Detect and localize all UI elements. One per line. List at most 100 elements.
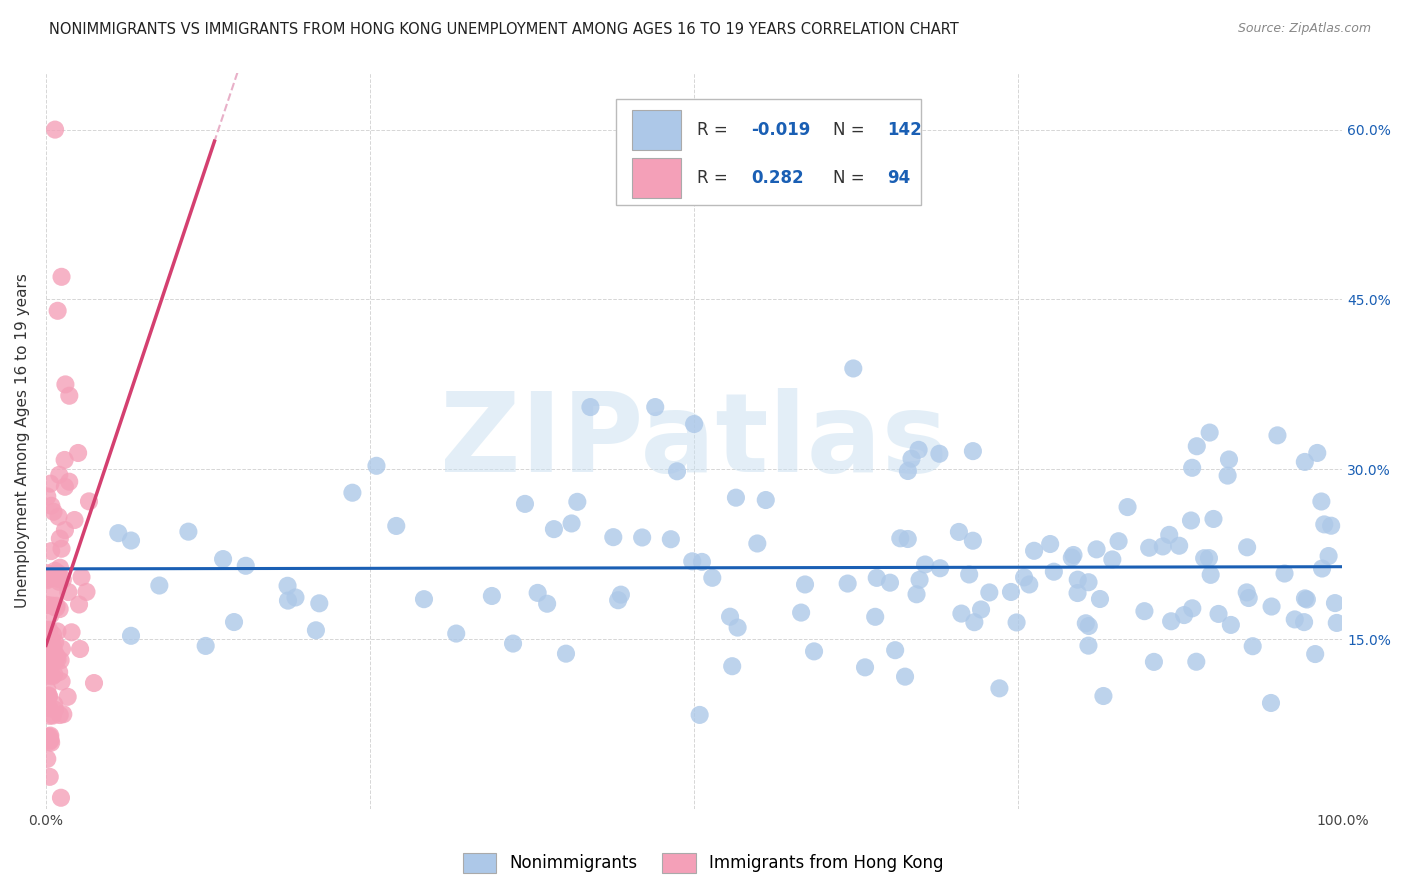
Point [1181, 460, 1204, 475]
Point [1313, 517, 1336, 532]
Point [948, 524, 970, 539]
Point [67, 446, 90, 460]
Point [1077, 619, 1099, 633]
Point [39, 607, 62, 622]
Point [1066, 586, 1088, 600]
Point [42, 641, 65, 656]
Point [897, 464, 920, 478]
Point [308, 596, 330, 610]
Point [45, 649, 67, 664]
Point [988, 681, 1011, 696]
Text: -0.019: -0.019 [751, 121, 810, 139]
Point [561, 516, 583, 531]
Point [77, 494, 100, 508]
Point [120, 533, 142, 548]
Point [1116, 500, 1139, 514]
Point [1039, 537, 1062, 551]
Point [929, 561, 952, 575]
Point [1067, 573, 1090, 587]
Point [48, 467, 70, 482]
Point [689, 707, 711, 722]
Point [48, 574, 70, 589]
Text: N =: N = [832, 169, 870, 187]
Point [63, 513, 86, 527]
Point [58, 585, 80, 599]
Point [1294, 455, 1316, 469]
Point [46, 652, 69, 666]
Point [879, 575, 901, 590]
Point [884, 643, 907, 657]
Point [1317, 549, 1340, 563]
Point [1320, 518, 1343, 533]
Point [1062, 548, 1084, 562]
Point [683, 417, 706, 431]
Point [894, 670, 917, 684]
Point [1202, 512, 1225, 526]
Point [1074, 616, 1097, 631]
Point [863, 609, 886, 624]
Point [366, 458, 388, 473]
Point [1088, 592, 1111, 607]
Point [52, 573, 75, 587]
Point [44, 600, 66, 615]
Point [42, 585, 65, 599]
Point [42, 639, 65, 653]
Point [44, 698, 66, 712]
Y-axis label: Unemployment Among Ages 16 to 19 years: Unemployment Among Ages 16 to 19 years [15, 274, 30, 608]
Point [889, 531, 911, 545]
Point [37, 569, 59, 583]
Point [41, 657, 63, 671]
Point [342, 485, 364, 500]
Point [58, 389, 80, 403]
Point [866, 571, 889, 585]
Point [1092, 689, 1115, 703]
Point [979, 585, 1001, 599]
Point [45, 600, 67, 615]
Point [76, 585, 98, 599]
Point [1060, 550, 1083, 565]
Point [1137, 541, 1160, 555]
Point [39, 476, 62, 491]
Point [962, 533, 984, 548]
Point [957, 567, 980, 582]
Point [1077, 575, 1099, 590]
Point [1185, 439, 1208, 453]
Point [38, 689, 60, 703]
Point [39, 733, 62, 747]
Point [1260, 696, 1282, 710]
Point [803, 644, 825, 658]
Point [39, 729, 62, 743]
Text: 142: 142 [887, 121, 922, 139]
Point [48, 572, 70, 586]
Point [37, 571, 59, 585]
Point [51, 641, 73, 656]
Point [37, 636, 59, 650]
Point [579, 400, 602, 414]
Point [1303, 647, 1326, 661]
Point [690, 555, 713, 569]
Point [107, 526, 129, 541]
Point [58, 475, 80, 489]
Point [37, 652, 59, 666]
Point [37, 490, 59, 504]
Point [51, 541, 73, 556]
Point [51, 674, 73, 689]
Point [37, 566, 59, 581]
Point [950, 607, 973, 621]
Point [44, 564, 66, 578]
Point [41, 499, 63, 513]
Point [963, 615, 986, 630]
Point [837, 576, 859, 591]
Point [44, 703, 66, 717]
Point [53, 523, 76, 537]
Point [148, 578, 170, 592]
Point [718, 609, 741, 624]
Point [42, 628, 65, 642]
Point [48, 665, 70, 679]
Point [1173, 608, 1195, 623]
Point [70, 570, 93, 584]
Point [42, 505, 65, 519]
Point [38, 623, 60, 637]
Point [120, 629, 142, 643]
Point [914, 558, 936, 572]
